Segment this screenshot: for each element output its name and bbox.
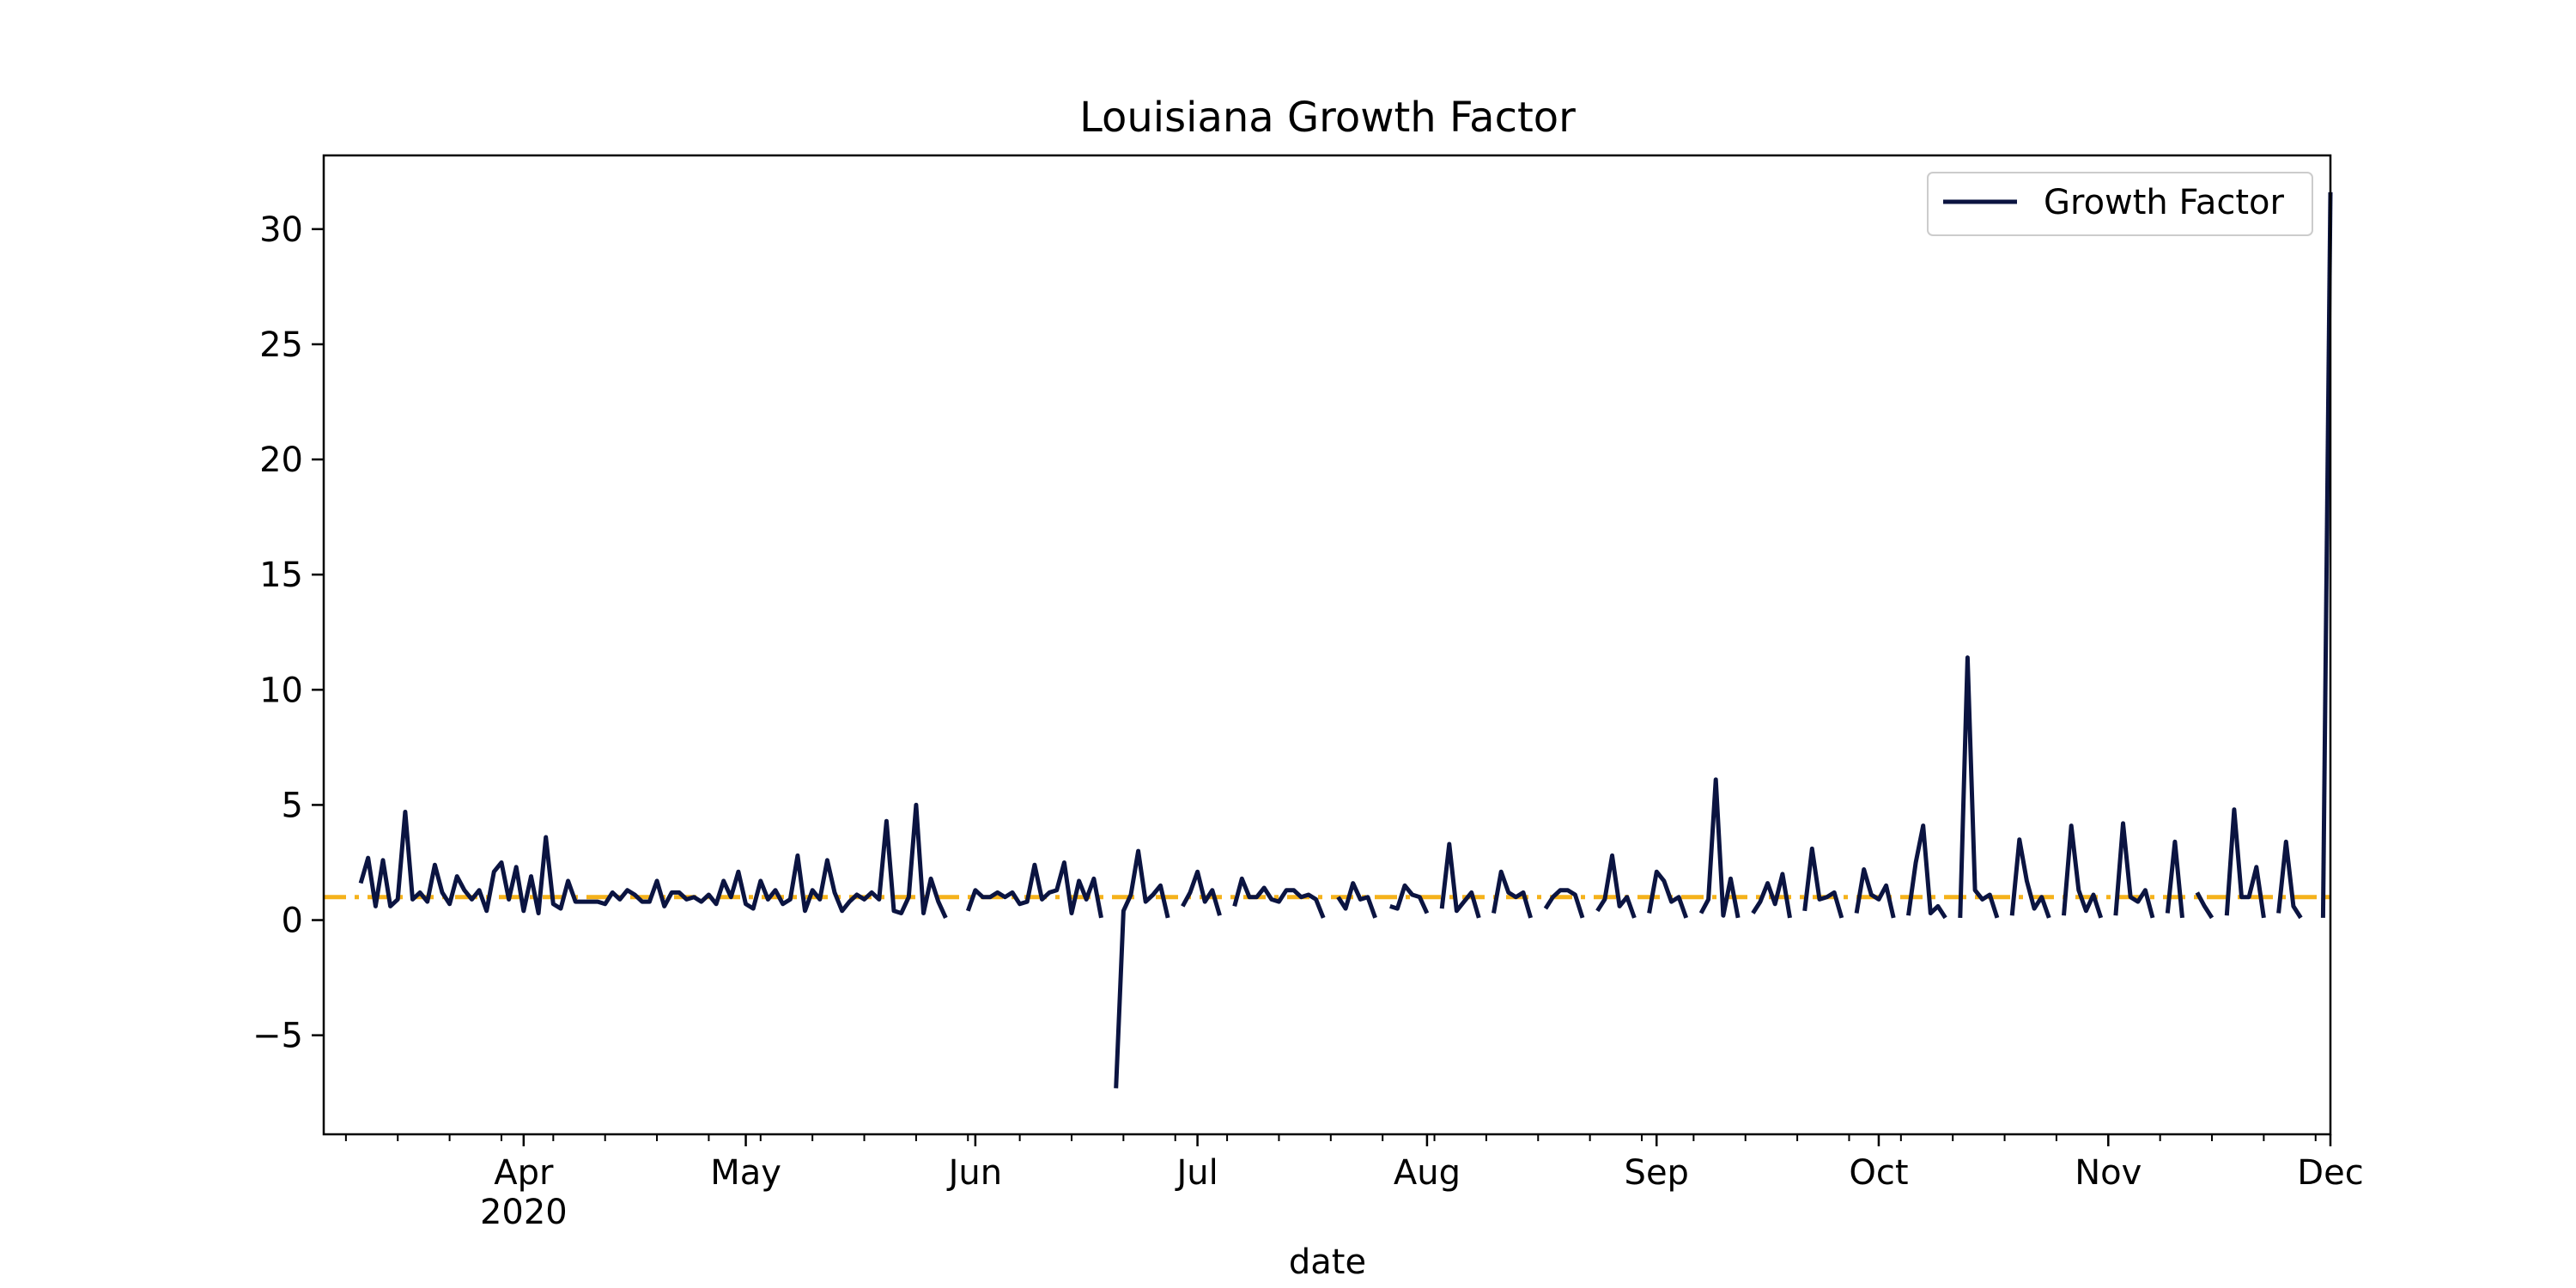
series-line-segment — [1492, 869, 1534, 919]
series-line-segment — [1114, 848, 1170, 1089]
series-line-segment — [1439, 841, 1481, 919]
x-tick-label: Apr — [494, 1153, 554, 1193]
series-line-segment — [1181, 869, 1222, 916]
x-tick-label: Sep — [1625, 1153, 1689, 1193]
y-tick-label: 15 — [259, 556, 303, 595]
series-line-segment — [1802, 846, 1844, 919]
series-line-segment — [2009, 837, 2051, 919]
y-tick-label: 5 — [282, 786, 303, 825]
legend: Growth Factor — [1927, 172, 2313, 236]
series-line-segment — [965, 860, 1103, 919]
plot-area — [324, 191, 2333, 1089]
series-line-segment — [2276, 839, 2303, 920]
series-line-segment — [358, 802, 948, 919]
x-tick-label: Jun — [946, 1153, 1003, 1193]
series-line-segment — [1543, 888, 1585, 919]
series-line-segment — [1698, 777, 1741, 919]
series-line-segment — [2113, 821, 2155, 919]
y-tick-label: 30 — [259, 210, 303, 250]
series-line-segment — [2320, 191, 2333, 918]
series-line-segment — [1958, 655, 2000, 919]
y-axis: −5 0 5 10 15 20 25 30 — [252, 210, 324, 1056]
y-tick-label: 0 — [282, 902, 303, 941]
chart-title: Louisiana Growth Factor — [1079, 94, 1576, 142]
legend-box — [1927, 172, 2313, 236]
x-tick-label: Nov — [2075, 1153, 2142, 1193]
series-line-segment — [1647, 869, 1689, 919]
series-line-segment — [2195, 891, 2215, 920]
y-tick-label: 10 — [259, 671, 303, 710]
plot-frame — [322, 154, 2332, 1136]
series-line-segment — [1595, 853, 1637, 919]
series-line-segment — [1336, 881, 1377, 919]
y-tick-label: 20 — [259, 440, 303, 480]
x-axis-label: date — [1289, 1242, 1366, 1282]
x-tick-label: Aug — [1394, 1153, 1461, 1193]
series-line-segment — [2165, 839, 2184, 919]
y-tick-label: 25 — [259, 325, 303, 365]
x-tick-label: Oct — [1849, 1153, 1908, 1193]
series-line-segment — [1389, 883, 1430, 914]
series-line-segment — [2224, 807, 2266, 919]
x-tick-sublabel: 2020 — [480, 1193, 568, 1232]
series-line-segment — [1906, 823, 1947, 920]
series-line-segment — [1232, 876, 1326, 919]
y-tick-label: −5 — [252, 1017, 303, 1056]
x-tick-label: Dec — [2297, 1153, 2363, 1193]
series-line-segment — [1854, 867, 1896, 919]
series-layer — [358, 191, 2333, 1089]
legend-label: Growth Factor — [2044, 183, 2284, 222]
series-line-segment — [2062, 823, 2104, 919]
x-tick-label: Jul — [1174, 1153, 1218, 1193]
series-line-segment — [1751, 872, 1792, 919]
x-tick-label: May — [710, 1153, 781, 1193]
